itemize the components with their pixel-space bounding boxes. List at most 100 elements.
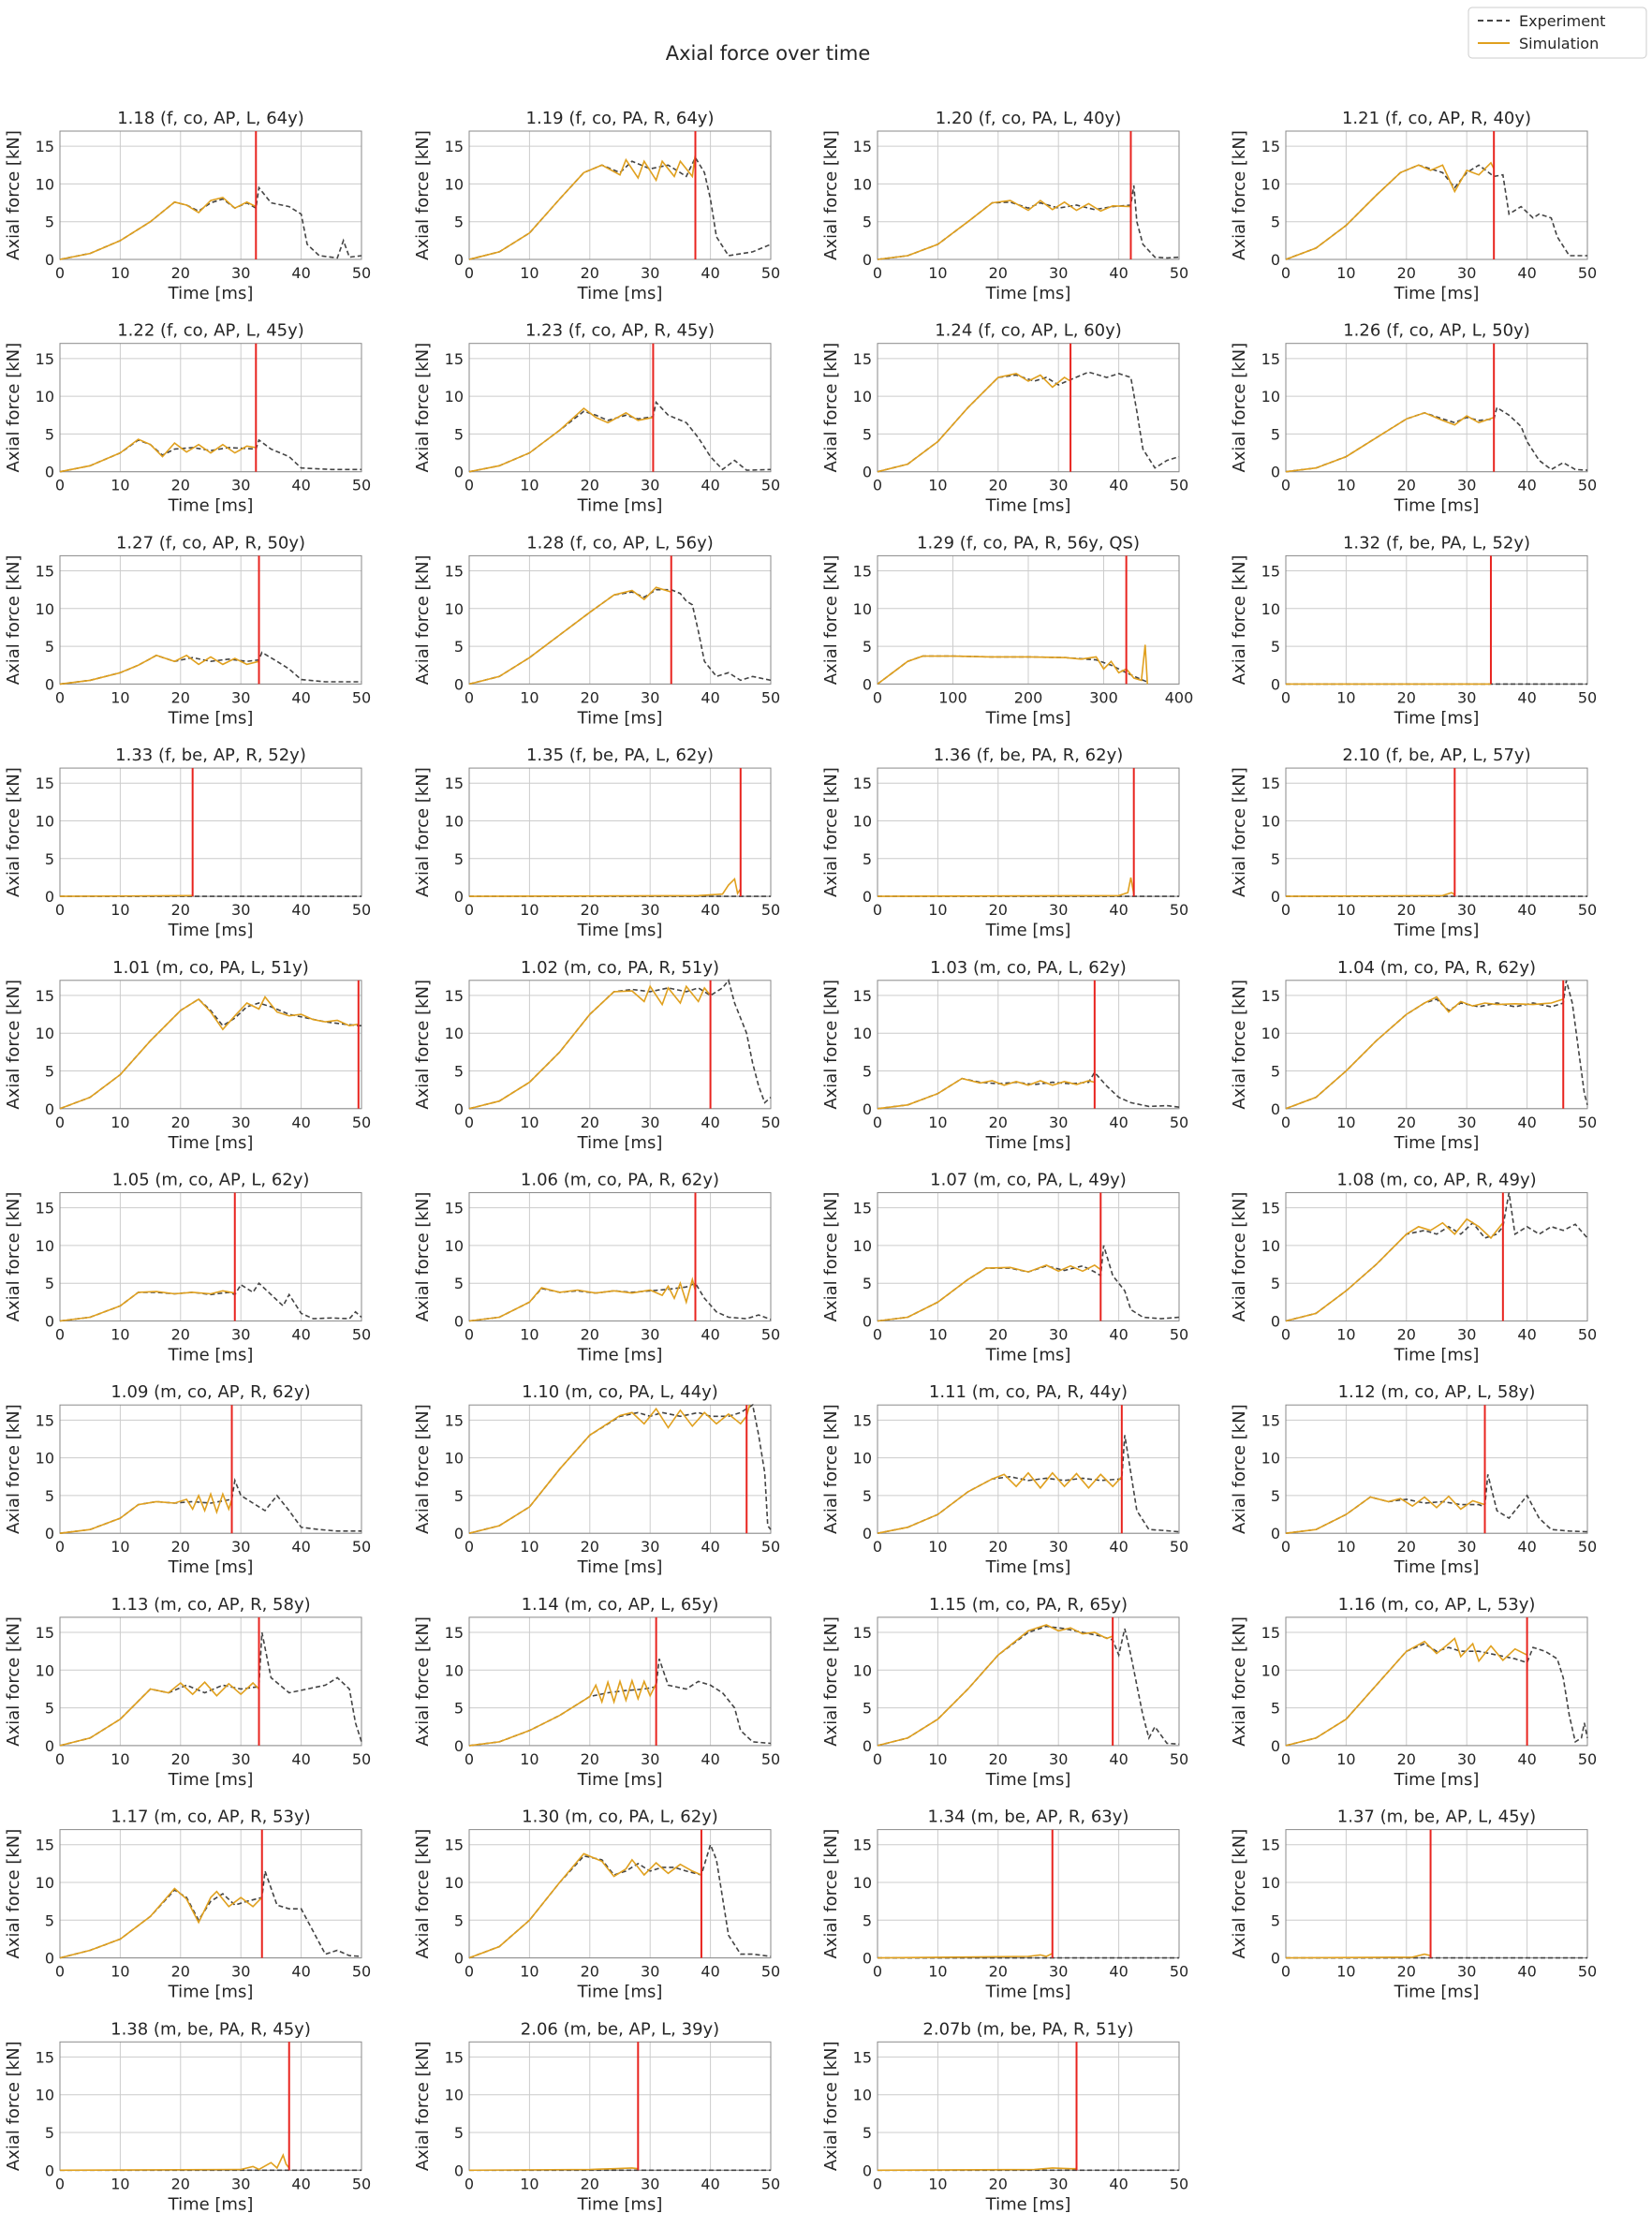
x-tick-label: 50: [1170, 2175, 1188, 2192]
x-axis-label: Time [ms]: [985, 1557, 1071, 1577]
x-tick-label: 0: [465, 901, 474, 919]
y-tick-label: 15: [445, 1624, 464, 1642]
y-tick-label: 10: [36, 388, 54, 406]
y-tick-label: 15: [36, 350, 54, 368]
y-tick-label: 5: [454, 1487, 464, 1505]
y-tick-label: 10: [1261, 600, 1280, 618]
panel-title: 1.15 (m, co, PA, R, 65y): [929, 1595, 1128, 1615]
panel-23: 0 10 20 30 40 50 0 5 10 15 Time [ms] Axial force [k…: [821, 1171, 1188, 1365]
panel-title: 1.23 (f, co, AP, R, 45y): [525, 321, 715, 341]
y-tick-label: 0: [863, 2162, 872, 2179]
x-tick-label: 30: [231, 1114, 250, 1131]
simulation-line: [59, 996, 359, 1110]
y-tick-label: 10: [1261, 388, 1280, 406]
simulation-line: [59, 197, 257, 260]
x-tick-label: 50: [1578, 1326, 1597, 1344]
y-tick-label: 0: [45, 1950, 54, 1968]
x-tick-label: 20: [171, 477, 190, 494]
x-tick-label: 0: [465, 1538, 474, 1556]
x-tick-label: 20: [1397, 1326, 1416, 1344]
x-tick-label: 50: [1578, 1114, 1597, 1131]
panel-frame: [1285, 343, 1588, 473]
y-tick-label: 10: [36, 1874, 54, 1892]
x-tick-label: 10: [520, 477, 538, 494]
panel-19: 0 10 20 30 40 50 0 5 10 15 Time [ms] Axial force [k…: [821, 958, 1188, 1153]
y-tick-label: 5: [1271, 1275, 1280, 1292]
x-tick-label: 40: [291, 1114, 310, 1131]
panel-title: 1.06 (m, co, PA, R, 62y): [521, 1171, 719, 1190]
x-tick-label: 40: [1517, 1326, 1536, 1344]
y-axis-label: Axial force [kN]: [4, 130, 23, 260]
simulation-line: [468, 1276, 697, 1322]
y-tick-label: 15: [853, 350, 872, 368]
panel-frame: [468, 554, 772, 685]
y-tick-label: 0: [863, 1313, 872, 1331]
y-tick-label: 0: [454, 1950, 464, 1968]
x-tick-label: 40: [291, 1538, 310, 1556]
y-tick-label: 0: [454, 675, 464, 693]
panel-frame: [468, 343, 772, 473]
x-tick-label: 50: [761, 1114, 780, 1131]
experiment-line: [468, 155, 772, 260]
simulation-line: [877, 1953, 1054, 1959]
y-tick-label: 5: [454, 850, 464, 868]
x-tick-label: 20: [171, 901, 190, 919]
panel-24: 0 10 20 30 40 50 0 5 10 15 Time [ms] Axial force [k…: [1230, 1171, 1597, 1365]
x-tick-label: 40: [701, 688, 719, 706]
x-tick-label: 40: [1517, 1963, 1536, 1981]
y-tick-label: 5: [454, 1700, 464, 1718]
x-tick-label: 10: [520, 1538, 538, 1556]
y-tick-label: 15: [445, 138, 464, 155]
y-tick-label: 10: [1261, 1025, 1280, 1042]
x-tick-label: 300: [1089, 688, 1118, 706]
x-tick-label: 10: [520, 264, 538, 282]
y-tick-label: 5: [863, 1275, 872, 1292]
y-tick-label: 5: [45, 850, 54, 868]
x-tick-label: 30: [641, 1114, 659, 1131]
y-tick-label: 10: [853, 1661, 872, 1679]
y-tick-label: 5: [45, 214, 54, 231]
panel-frame: [1285, 1404, 1588, 1534]
panel-frame: [877, 1616, 1180, 1747]
x-tick-label: 10: [111, 1750, 129, 1768]
panel-frame: [877, 1192, 1180, 1321]
x-tick-label: 20: [581, 264, 599, 282]
y-tick-label: 10: [1261, 1237, 1280, 1255]
panel-5: 0 10 20 30 40 50 0 5 10 15 Time [ms] Axial force [k…: [4, 321, 371, 516]
y-axis-label: Axial force [kN]: [4, 1404, 23, 1534]
x-tick-label: 20: [989, 1963, 1008, 1981]
y-tick-label: 5: [863, 214, 872, 231]
x-tick-label: 50: [352, 1538, 371, 1556]
y-axis-label: Axial force [kN]: [821, 1616, 841, 1747]
x-tick-label: 0: [465, 688, 474, 706]
x-tick-label: 40: [1109, 1750, 1128, 1768]
x-tick-label: 50: [761, 2175, 780, 2192]
panel-frame: [1285, 1192, 1588, 1321]
panel-title: 1.17 (m, co, AP, R, 53y): [111, 1807, 310, 1827]
x-tick-label: 30: [1049, 477, 1068, 494]
simulation-line: [59, 1887, 263, 1959]
x-tick-label: 0: [873, 1538, 882, 1556]
y-tick-label: 0: [45, 251, 54, 269]
x-tick-label: 40: [1109, 2175, 1128, 2192]
y-tick-label: 0: [1271, 1313, 1280, 1331]
y-axis-label: Axial force [kN]: [1230, 130, 1249, 260]
experiment-line: [877, 1435, 1180, 1534]
x-axis-label: Time [ms]: [577, 1770, 663, 1790]
y-tick-label: 15: [445, 775, 464, 792]
y-tick-label: 5: [1271, 1063, 1280, 1081]
panel-2: 0 10 20 30 40 50 0 5 10 15 Time [ms] Axial force [k…: [413, 109, 780, 303]
panel-frame: [877, 2041, 1180, 2171]
x-tick-label: 0: [873, 264, 882, 282]
x-axis-label: Time [ms]: [577, 2194, 663, 2214]
simulation-line: [59, 654, 259, 686]
simulation-line: [1285, 411, 1495, 473]
x-tick-label: 30: [231, 1538, 250, 1556]
x-tick-label: 0: [1281, 688, 1291, 706]
panel-title: 1.04 (m, co, PA, R, 62y): [1337, 958, 1536, 978]
panel-38: 0 10 20 30 40 50 0 5 10 15 Time [ms] Axial force [k…: [413, 2019, 780, 2214]
y-tick-label: 0: [45, 1313, 54, 1331]
panel-frame: [59, 1829, 362, 1959]
y-tick-label: 5: [1271, 638, 1280, 656]
